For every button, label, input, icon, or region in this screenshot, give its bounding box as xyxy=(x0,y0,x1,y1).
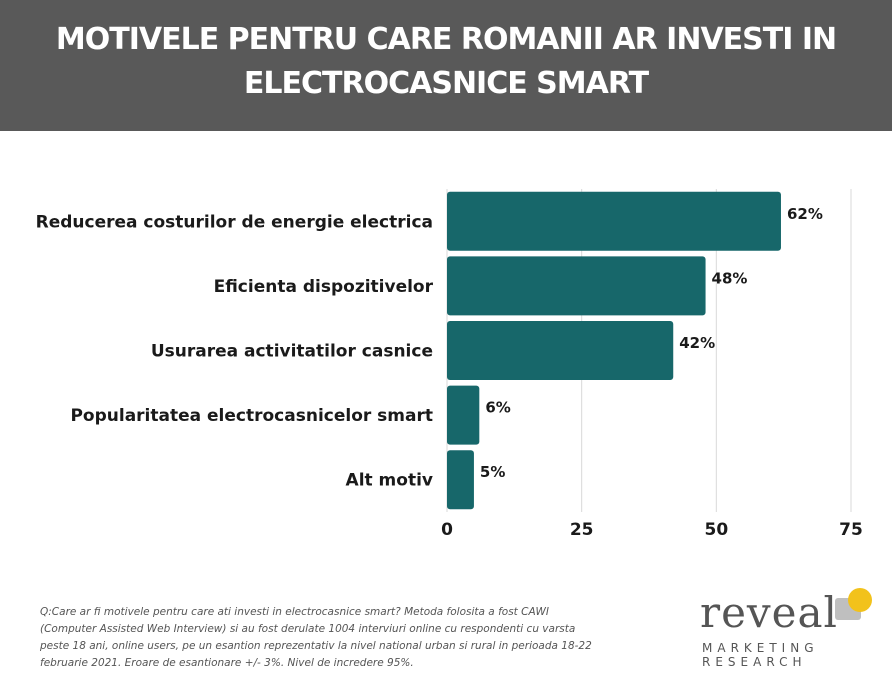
chart-title-line-1: MOTIVELE PENTRU CARE ROMANII AR INVESTI … xyxy=(55,22,837,57)
chart-title-line-2: ELECTROCASNICE SMART xyxy=(243,66,649,101)
category-label: Popularitatea electrocasnicelor smart xyxy=(70,406,433,426)
data-label: 62% xyxy=(787,205,823,223)
logo-tagline: MARKETING RESEARCH xyxy=(702,641,832,669)
category-label: Reducerea costurilor de energie electric… xyxy=(36,212,433,232)
bar xyxy=(447,191,781,251)
chart-title: MOTIVELE PENTRU CARE ROMANII AR INVESTI … xyxy=(0,18,892,106)
reveal-logo: reveal MARKETING RESEARCH xyxy=(700,588,880,678)
bar-chart: Reducerea costurilor de energie electric… xyxy=(36,189,863,540)
x-tick-label: 25 xyxy=(570,520,594,540)
title-banner: MOTIVELE PENTRU CARE ROMANII AR INVESTI … xyxy=(0,0,892,131)
x-tick-label: 75 xyxy=(839,520,863,540)
category-label: Usurarea activitatilor casnice xyxy=(151,342,433,362)
x-tick-label: 50 xyxy=(704,520,728,540)
bar xyxy=(447,450,474,510)
methodology-footnote: Q:Care ar fi motivele pentru care ati in… xyxy=(40,606,592,669)
logo-tagline-line-2: RESEARCH xyxy=(702,655,807,669)
x-tick-label: 0 xyxy=(441,520,453,540)
data-label: 42% xyxy=(679,334,715,352)
data-label: 5% xyxy=(480,463,505,481)
logo-mark-icon xyxy=(835,588,872,620)
logo-wordmark: reveal xyxy=(700,588,838,637)
bar xyxy=(447,385,480,445)
bar xyxy=(447,256,706,316)
logo-tagline-line-1: MARKETING xyxy=(702,641,819,655)
category-label: Alt motiv xyxy=(346,471,433,491)
category-label: Eficienta dispozitivelor xyxy=(214,277,434,297)
data-label: 48% xyxy=(712,269,748,287)
data-label: 6% xyxy=(485,399,510,417)
bar xyxy=(447,321,674,380)
